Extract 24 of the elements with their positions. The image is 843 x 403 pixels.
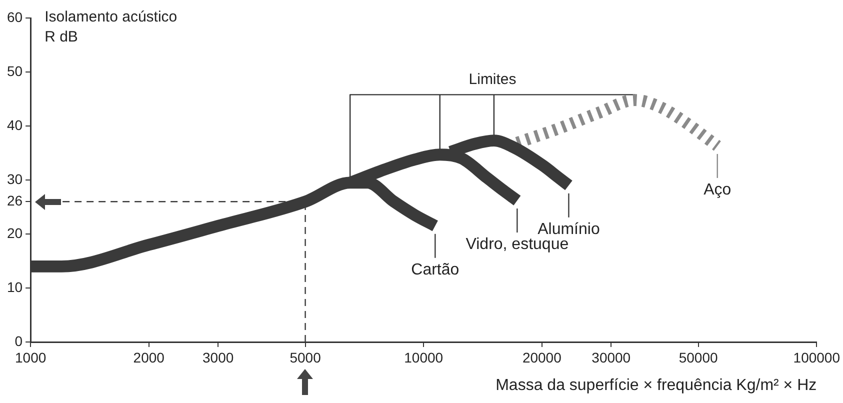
- y-tick-label: 60: [6, 8, 23, 25]
- legend-label: Alumínio: [538, 220, 600, 238]
- y-tick-label: 40: [6, 116, 23, 133]
- x-tick-label: 1000: [14, 349, 46, 366]
- legend-label: Cartão: [411, 261, 460, 278]
- x-axis-title: Massa da superfície × frequência Kg/m² × Hz: [496, 376, 817, 394]
- x-tick-label: 10000: [404, 349, 444, 366]
- x-tick-label: 3000: [202, 349, 234, 366]
- x-tick-label: 50000: [678, 349, 718, 366]
- y-tick-label: 30: [6, 170, 23, 187]
- legend-label: Vidro, estuque: [466, 236, 569, 253]
- x-tick-label: 20000: [522, 349, 562, 366]
- x-tick-label: 100000: [793, 349, 840, 366]
- legend-label: Aço: [704, 181, 732, 198]
- x-tick-label: 30000: [592, 349, 631, 366]
- y-tick-label: 10: [6, 278, 23, 295]
- annotation: Limites: [468, 70, 518, 88]
- y-tick-label: 0: [14, 332, 23, 349]
- y-tick-label: 50: [6, 62, 23, 79]
- y-tick-label: 26: [6, 192, 23, 208]
- x-tick-label: 2000: [133, 349, 165, 366]
- y-axis-title: Isolamento acústico R dB: [44, 8, 178, 46]
- y-tick-label: 20: [6, 224, 23, 241]
- x-tick-label: 5000: [290, 349, 322, 366]
